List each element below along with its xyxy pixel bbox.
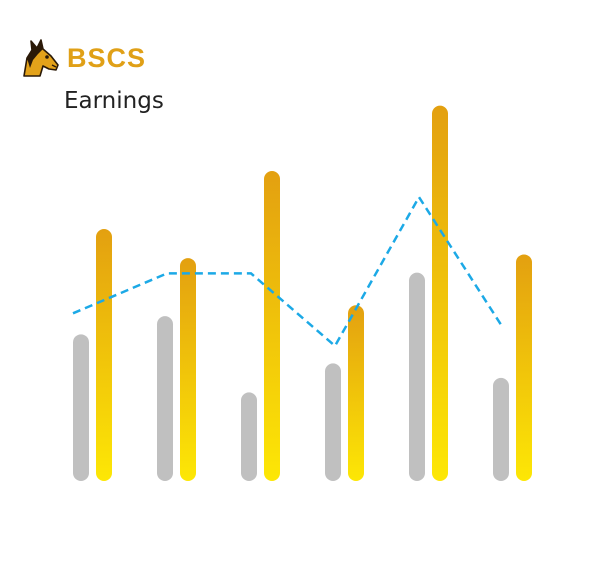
- bar-gold-5: [432, 105, 448, 481]
- bar-grey-6: [493, 377, 509, 481]
- bar-grey-3: [241, 392, 257, 481]
- brand-row: BSCS: [18, 36, 146, 80]
- chart-title: Earnings: [64, 88, 164, 114]
- horse-head-icon: [23, 39, 59, 77]
- trend-line: [72, 194, 505, 348]
- bar-gold-3: [264, 170, 280, 481]
- bar-gold-4: [348, 305, 364, 481]
- brand-header: BSCS: [18, 36, 146, 80]
- bar-grey-2: [157, 316, 173, 481]
- bar-gold-6: [516, 254, 532, 481]
- brand-name: BSCS: [67, 42, 147, 73]
- bar-grey-5: [409, 272, 425, 481]
- bar-grey-1: [73, 334, 89, 481]
- bar-gold-2: [180, 258, 196, 481]
- bar-gold-1: [96, 229, 112, 481]
- bar-group: [73, 105, 532, 481]
- bar-grey-4: [325, 363, 341, 481]
